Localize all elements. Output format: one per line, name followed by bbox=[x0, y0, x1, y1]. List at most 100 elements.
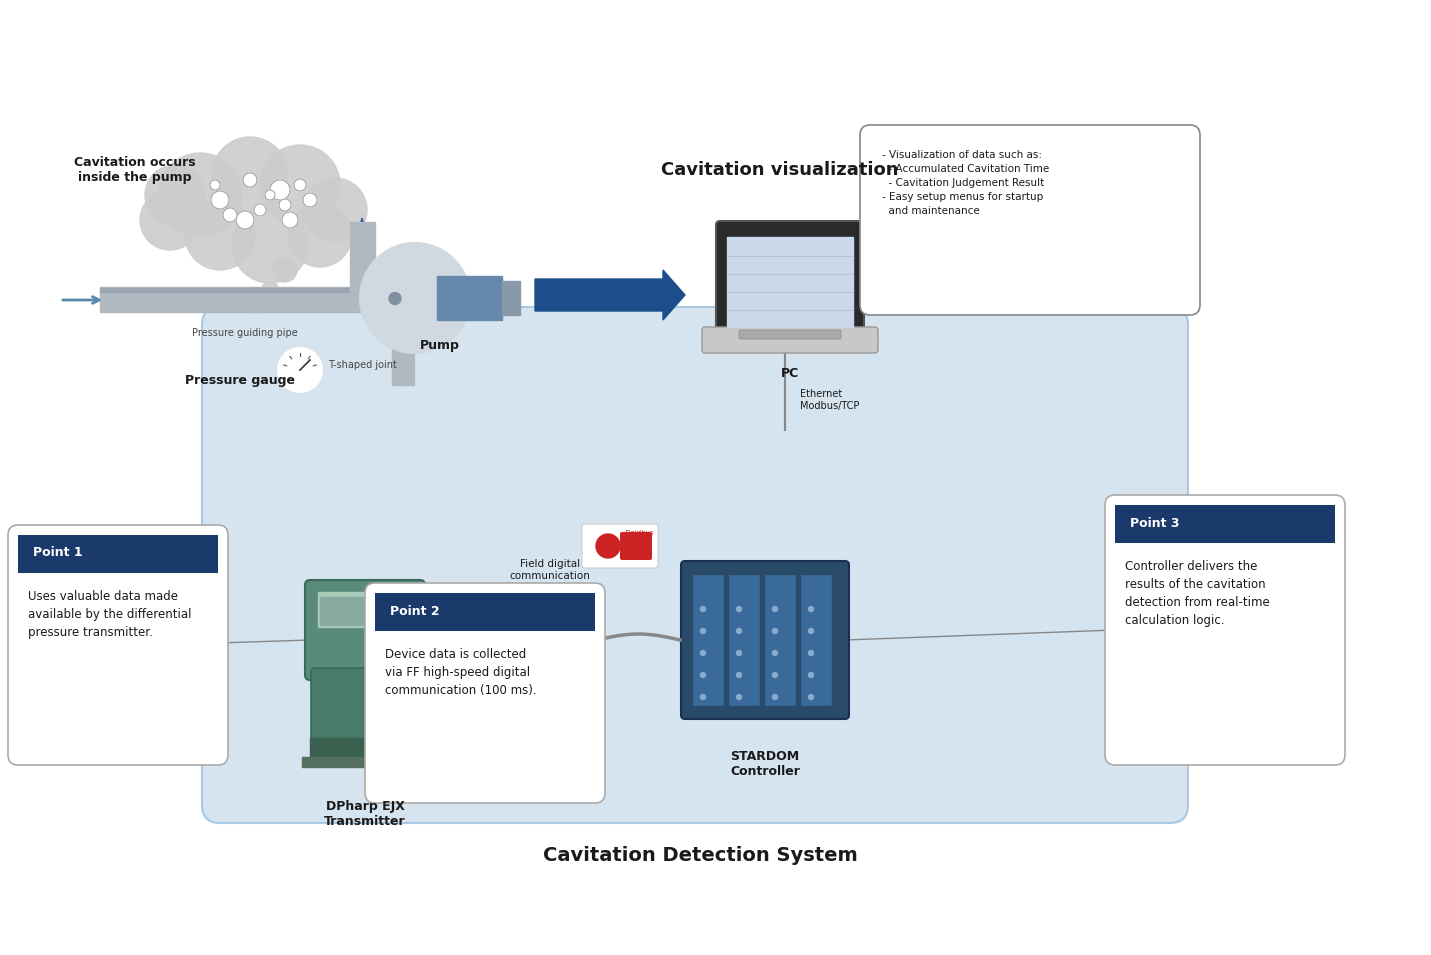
Circle shape bbox=[140, 190, 200, 250]
FancyArrow shape bbox=[535, 270, 685, 320]
Text: Cavitation visualization: Cavitation visualization bbox=[661, 161, 899, 179]
Circle shape bbox=[273, 258, 298, 282]
Text: STARDOM
Controller: STARDOM Controller bbox=[730, 750, 800, 778]
Circle shape bbox=[773, 650, 777, 655]
Text: Pressure guiding pipe: Pressure guiding pipe bbox=[192, 328, 298, 338]
Circle shape bbox=[737, 650, 741, 655]
Circle shape bbox=[293, 179, 306, 191]
Bar bbox=[385, 287, 455, 312]
Circle shape bbox=[283, 353, 318, 387]
FancyBboxPatch shape bbox=[9, 525, 228, 765]
Text: DPharp EJX
Transmitter: DPharp EJX Transmitter bbox=[325, 800, 406, 828]
Text: Pump: Pump bbox=[421, 338, 459, 351]
Circle shape bbox=[243, 173, 258, 187]
Circle shape bbox=[212, 137, 288, 213]
Text: Controller delivers the
results of the cavitation
detection from real-time
calcu: Controller delivers the results of the c… bbox=[1125, 560, 1269, 627]
Text: Fieldbus: Fieldbus bbox=[625, 530, 654, 536]
Circle shape bbox=[773, 672, 777, 677]
FancyBboxPatch shape bbox=[703, 327, 879, 353]
Bar bbox=[311, 738, 421, 760]
Circle shape bbox=[737, 694, 741, 699]
Circle shape bbox=[279, 199, 290, 211]
FancyBboxPatch shape bbox=[305, 580, 425, 680]
FancyBboxPatch shape bbox=[716, 221, 864, 339]
Bar bbox=[801, 575, 831, 705]
Circle shape bbox=[157, 153, 242, 237]
FancyBboxPatch shape bbox=[365, 583, 605, 803]
Circle shape bbox=[773, 628, 777, 633]
Circle shape bbox=[232, 207, 308, 283]
Bar bbox=[727, 237, 853, 327]
Circle shape bbox=[185, 200, 255, 270]
Circle shape bbox=[773, 606, 777, 611]
Bar bbox=[318, 592, 378, 627]
Text: Cavitation Detection System: Cavitation Detection System bbox=[542, 845, 857, 864]
Circle shape bbox=[278, 348, 322, 392]
Circle shape bbox=[270, 180, 290, 200]
FancyArrowPatch shape bbox=[63, 297, 99, 304]
FancyBboxPatch shape bbox=[582, 524, 658, 568]
Circle shape bbox=[701, 628, 705, 633]
Text: Pressure gauge: Pressure gauge bbox=[185, 373, 295, 387]
Circle shape bbox=[595, 534, 620, 558]
Circle shape bbox=[288, 203, 352, 267]
Circle shape bbox=[809, 650, 813, 655]
Circle shape bbox=[737, 606, 741, 611]
Text: Point 3: Point 3 bbox=[1130, 517, 1179, 529]
Circle shape bbox=[223, 208, 238, 222]
Circle shape bbox=[145, 165, 205, 225]
Text: Field digital
communication: Field digital communication bbox=[509, 560, 591, 581]
Text: Point 2: Point 2 bbox=[391, 605, 439, 618]
Circle shape bbox=[253, 204, 266, 216]
Bar bbox=[351, 222, 375, 292]
Circle shape bbox=[361, 243, 469, 353]
Circle shape bbox=[737, 672, 741, 677]
Bar bbox=[100, 288, 391, 292]
FancyBboxPatch shape bbox=[202, 307, 1188, 823]
Circle shape bbox=[265, 190, 275, 200]
Circle shape bbox=[701, 672, 705, 677]
FancyBboxPatch shape bbox=[620, 532, 653, 560]
Circle shape bbox=[210, 180, 220, 190]
FancyBboxPatch shape bbox=[681, 561, 849, 719]
Circle shape bbox=[249, 301, 260, 313]
Text: Cavitation occurs
inside the pump: Cavitation occurs inside the pump bbox=[74, 156, 196, 184]
Circle shape bbox=[773, 694, 777, 699]
Bar bbox=[436, 276, 502, 320]
Text: Ethernet
Modbus/TCP: Ethernet Modbus/TCP bbox=[800, 390, 860, 411]
Circle shape bbox=[809, 672, 813, 677]
Bar bbox=[100, 287, 391, 312]
Circle shape bbox=[701, 650, 705, 655]
Circle shape bbox=[260, 145, 341, 225]
FancyBboxPatch shape bbox=[311, 668, 419, 744]
Circle shape bbox=[737, 628, 741, 633]
Bar bbox=[728, 575, 758, 705]
Text: T-shaped joint: T-shaped joint bbox=[328, 360, 396, 370]
Text: PC: PC bbox=[781, 367, 798, 379]
FancyBboxPatch shape bbox=[1105, 495, 1345, 765]
Circle shape bbox=[236, 211, 253, 229]
Circle shape bbox=[389, 292, 401, 305]
Circle shape bbox=[210, 191, 229, 209]
Circle shape bbox=[303, 193, 318, 207]
FancyBboxPatch shape bbox=[860, 125, 1201, 315]
Circle shape bbox=[262, 282, 279, 299]
FancyBboxPatch shape bbox=[375, 593, 595, 631]
Text: Uses valuable data made
available by the differential
pressure transmitter.: Uses valuable data made available by the… bbox=[29, 590, 192, 639]
FancyBboxPatch shape bbox=[19, 535, 218, 573]
Circle shape bbox=[809, 628, 813, 633]
Bar bbox=[321, 597, 376, 625]
Circle shape bbox=[809, 694, 813, 699]
Circle shape bbox=[701, 606, 705, 611]
Bar bbox=[502, 281, 519, 315]
Text: Point 1: Point 1 bbox=[33, 546, 83, 560]
Text: Device data is collected
via FF high-speed digital
communication (100 ms).: Device data is collected via FF high-spe… bbox=[385, 648, 537, 697]
FancyBboxPatch shape bbox=[1115, 505, 1335, 543]
Bar bbox=[766, 575, 796, 705]
Circle shape bbox=[282, 212, 298, 228]
Circle shape bbox=[701, 694, 705, 699]
Text: - Visualization of data such as:
  - Accumulated Cavitation Time
  - Cavitation : - Visualization of data such as: - Accum… bbox=[881, 150, 1049, 216]
Bar bbox=[392, 312, 414, 385]
FancyBboxPatch shape bbox=[738, 330, 841, 339]
Bar bbox=[693, 575, 723, 705]
